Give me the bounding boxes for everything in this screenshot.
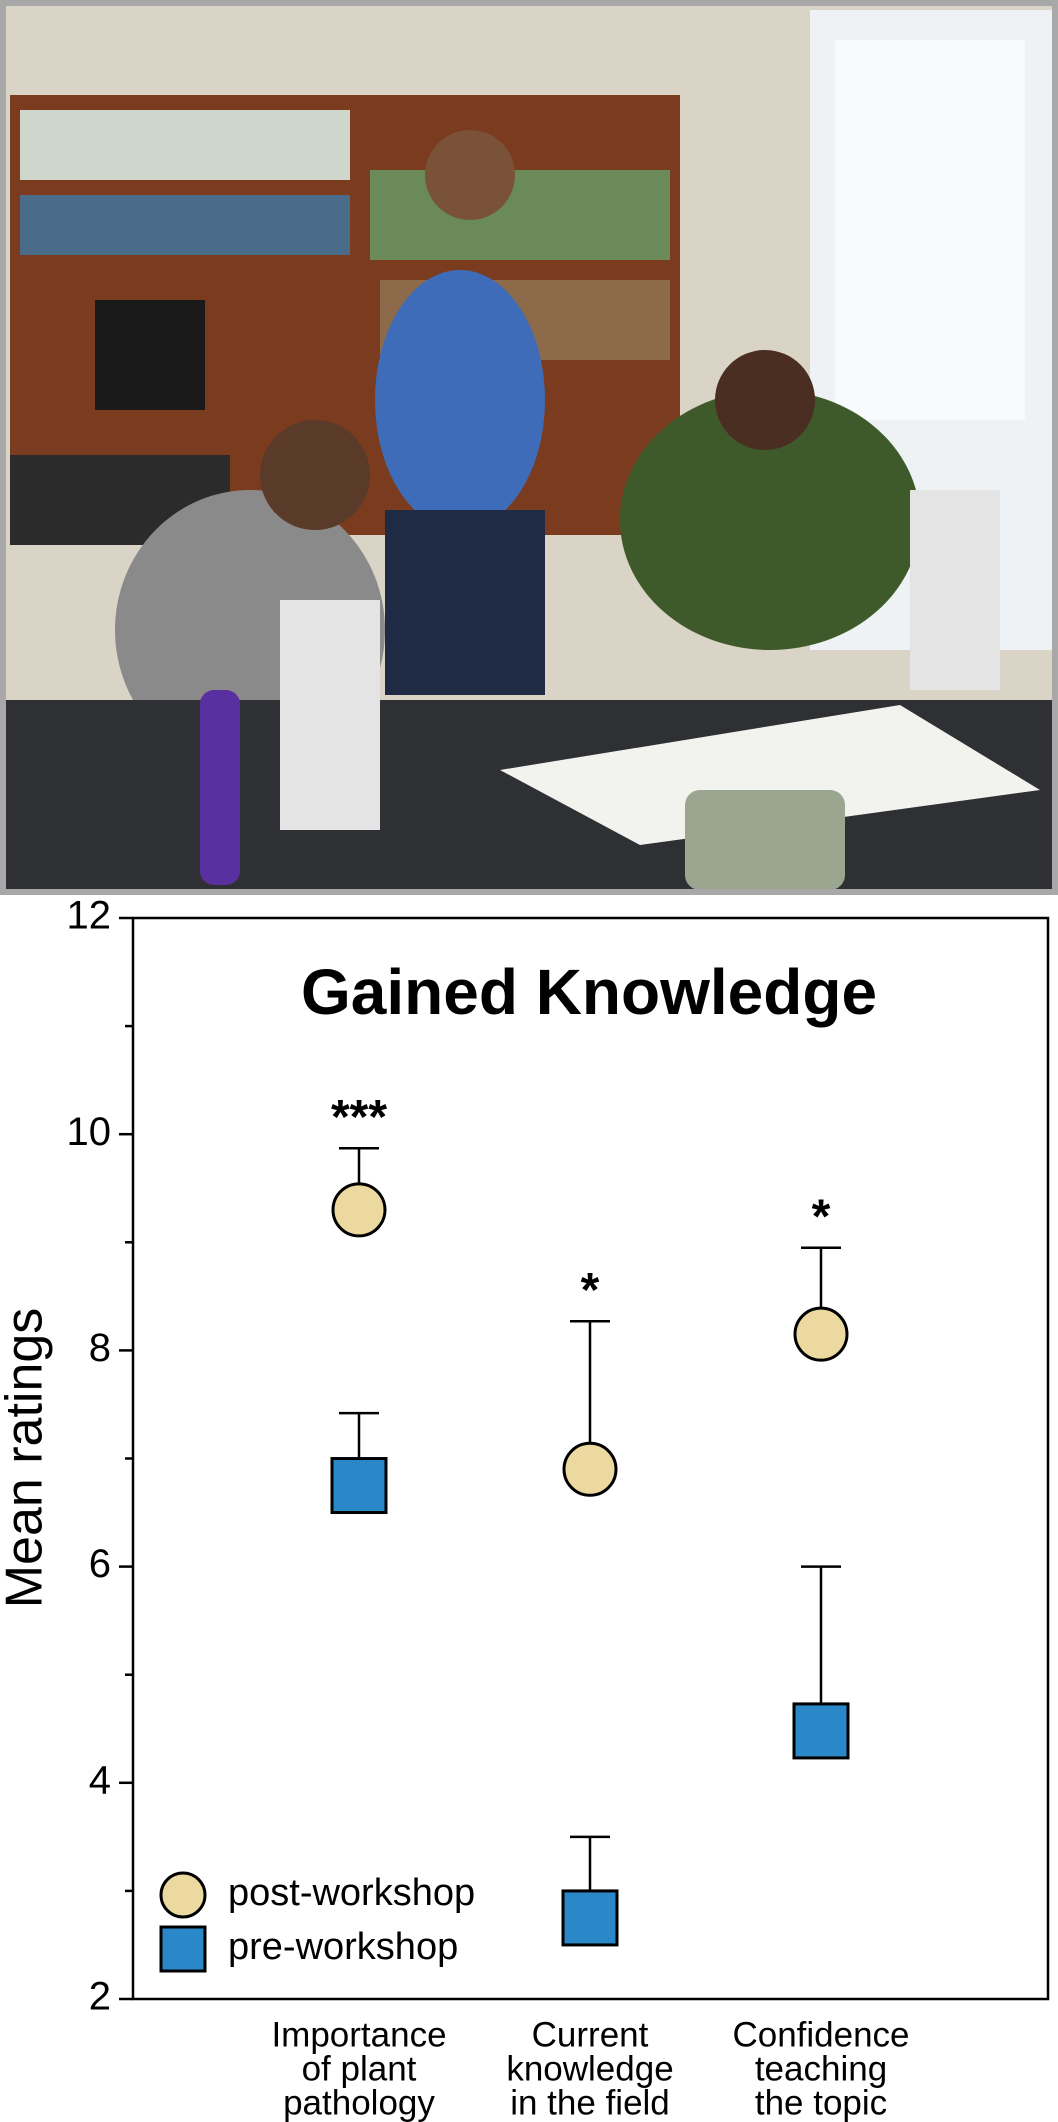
significance-label: * [812, 1190, 831, 1243]
marker [562, 1441, 618, 1497]
y-tick-label: 4 [89, 1758, 111, 1802]
x-tick-label: the topic [755, 2083, 887, 2122]
photo [0, 0, 1058, 895]
legend-marker [159, 1871, 207, 1919]
y-tick-label: 6 [89, 1542, 111, 1586]
y-axis-title: Mean ratings [0, 1308, 54, 1609]
x-tick-label: teaching [755, 2049, 887, 2088]
significance-label: *** [331, 1091, 387, 1144]
marker [793, 1306, 849, 1362]
y-tick-label: 8 [89, 1326, 111, 1370]
y-tick-label: 10 [67, 1110, 112, 1154]
marker [330, 1457, 388, 1515]
x-tick-label: pathology [283, 2083, 435, 2122]
marker [561, 1889, 619, 1947]
x-tick-label: Current [532, 2015, 649, 2054]
legend-marker [159, 1925, 207, 1973]
x-tick-label: of plant [302, 2049, 417, 2088]
chart-title: Gained Knowledge [301, 956, 877, 1028]
legend-label: pre-workshop [228, 1926, 458, 1968]
y-tick-label: 2 [89, 1975, 111, 2019]
x-tick-label: Importance [271, 2015, 446, 2054]
x-tick-label: Confidence [732, 2015, 909, 2054]
x-tick-label: knowledge [506, 2049, 673, 2088]
x-tick-label: in the field [510, 2083, 670, 2122]
y-tick-label: 12 [67, 894, 112, 938]
marker [792, 1702, 850, 1760]
significance-label: * [581, 1264, 600, 1317]
legend-label: post-workshop [228, 1872, 475, 1914]
marker [331, 1182, 387, 1238]
